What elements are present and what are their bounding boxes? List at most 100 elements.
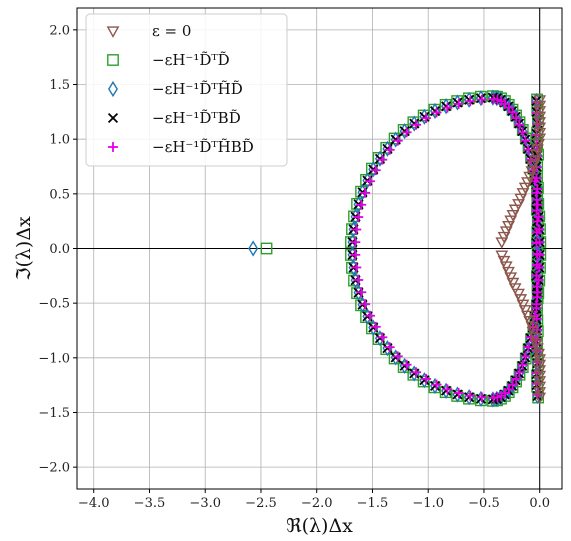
- plus-marker: [442, 384, 453, 395]
- triangle-marker: [528, 332, 542, 344]
- plus-marker: [514, 119, 525, 130]
- plus-marker: [384, 144, 395, 155]
- plus-marker: [392, 135, 403, 146]
- triangle-marker: [529, 149, 543, 162]
- plus-marker: [531, 270, 542, 281]
- legend-box: [85, 13, 288, 167]
- y-tick-label: 1.0: [49, 133, 70, 148]
- plus-marker: [453, 99, 464, 109]
- plus-marker: [431, 379, 442, 390]
- diamond-marker: [248, 240, 259, 257]
- triangle-marker: [497, 255, 511, 268]
- x-marker: [441, 385, 452, 396]
- x-marker: [452, 97, 463, 108]
- plus-marker: [370, 321, 381, 332]
- y-tick-label: −1.5: [38, 406, 70, 421]
- triangle-marker: [495, 250, 509, 262]
- triangle-marker: [514, 193, 528, 206]
- triangle-marker: [533, 122, 547, 135]
- triangle-marker: [529, 337, 543, 350]
- y-tick-label: 2.0: [49, 23, 70, 38]
- plus-marker: [531, 281, 542, 292]
- plus-marker: [365, 176, 375, 187]
- triangle-marker: [508, 204, 522, 217]
- triangle-marker: [532, 138, 545, 151]
- plus-marker: [351, 224, 362, 235]
- x-marker: [441, 101, 452, 112]
- triangle-marker: [512, 199, 525, 211]
- x-marker: [399, 360, 410, 371]
- triangle-marker: [506, 210, 520, 222]
- x-marker: [409, 368, 420, 379]
- plus-marker: [507, 379, 518, 390]
- triangle-marker: [525, 166, 539, 178]
- plus-marker: [531, 303, 542, 313]
- triangle-marker: [516, 299, 530, 312]
- plus-marker: [476, 392, 487, 403]
- plus-marker: [401, 127, 412, 138]
- triangle-marker: [533, 359, 547, 372]
- triangle-marker: [514, 294, 528, 306]
- triangle-marker: [533, 111, 547, 124]
- legend-entry-label: −εH⁻¹D̃ᵀBD̃: [152, 109, 241, 127]
- x-marker: [390, 352, 401, 363]
- x-tick-label: −2.5: [245, 496, 277, 511]
- plus-marker: [421, 113, 432, 124]
- plus-marker: [532, 184, 543, 194]
- x-marker: [464, 392, 475, 403]
- triangle-marker: [506, 277, 520, 290]
- x-tick-label: 0.0: [529, 496, 550, 511]
- axis-ticks: −4.0 −3.5 −3.0 −2.5 −2.0 −1.5 −1.0 −0.5 0.0 −2.0 −…: [38, 23, 550, 511]
- y-tick-label: 0.5: [49, 187, 70, 202]
- y-tick-label: 0.0: [49, 242, 70, 257]
- plus-marker: [350, 249, 361, 260]
- legend-entry-label: −εH⁻¹D̃ᵀD̃: [152, 51, 230, 69]
- plus-marker: [350, 237, 361, 248]
- triangle-marker: [521, 310, 534, 323]
- triangle-marker: [504, 215, 518, 227]
- triangle-marker: [533, 95, 547, 107]
- triangle-marker: [497, 231, 511, 244]
- plus-marker: [517, 359, 528, 370]
- x-marker: [419, 375, 430, 386]
- series-triangle-down: [495, 95, 547, 405]
- plus-marker: [520, 351, 531, 362]
- triangle-marker: [533, 354, 547, 366]
- triangle-marker: [499, 261, 513, 273]
- triangle-marker: [533, 117, 547, 129]
- plus-marker: [377, 154, 388, 165]
- x-tick-label: −3.0: [189, 496, 221, 511]
- triangle-marker: [521, 177, 534, 189]
- triangle-marker: [533, 392, 547, 405]
- plus-marker: [531, 227, 542, 238]
- x-marker: [464, 94, 475, 105]
- triangle-marker: [516, 188, 530, 200]
- plus-marker: [411, 367, 422, 378]
- plus-marker: [356, 199, 367, 210]
- plus-marker: [531, 238, 542, 249]
- legend-marker: [106, 26, 120, 38]
- plus-marker: [360, 299, 371, 310]
- legend-entry-label: −εH⁻¹D̃ᵀH̃BD̃: [152, 138, 254, 156]
- y-tick-label: 1.5: [49, 78, 70, 93]
- plus-marker: [523, 144, 534, 155]
- plus-marker: [411, 119, 422, 130]
- legend-entry-label: −εH⁻¹D̃ᵀH̃D̃: [152, 80, 243, 98]
- x-marker: [452, 389, 463, 400]
- data-marks: [248, 89, 547, 408]
- triangle-marker: [525, 321, 539, 334]
- x-marker: [399, 126, 410, 137]
- triangle-marker: [512, 288, 525, 301]
- x-axis-label: ℜ(λ)Δx: [286, 515, 353, 537]
- x-tick-label: −1.5: [357, 496, 389, 511]
- triangle-marker: [526, 160, 540, 173]
- plus-marker: [421, 373, 432, 384]
- y-tick-label: −2.0: [38, 461, 70, 476]
- plus-marker: [465, 96, 476, 107]
- triangle-marker: [533, 381, 547, 394]
- plus-marker: [365, 310, 375, 321]
- y-axis-label: ℑ(λ)Δx: [13, 216, 35, 281]
- plus-marker: [401, 359, 412, 370]
- triangle-marker: [528, 155, 542, 167]
- legend-marker: [107, 54, 119, 66]
